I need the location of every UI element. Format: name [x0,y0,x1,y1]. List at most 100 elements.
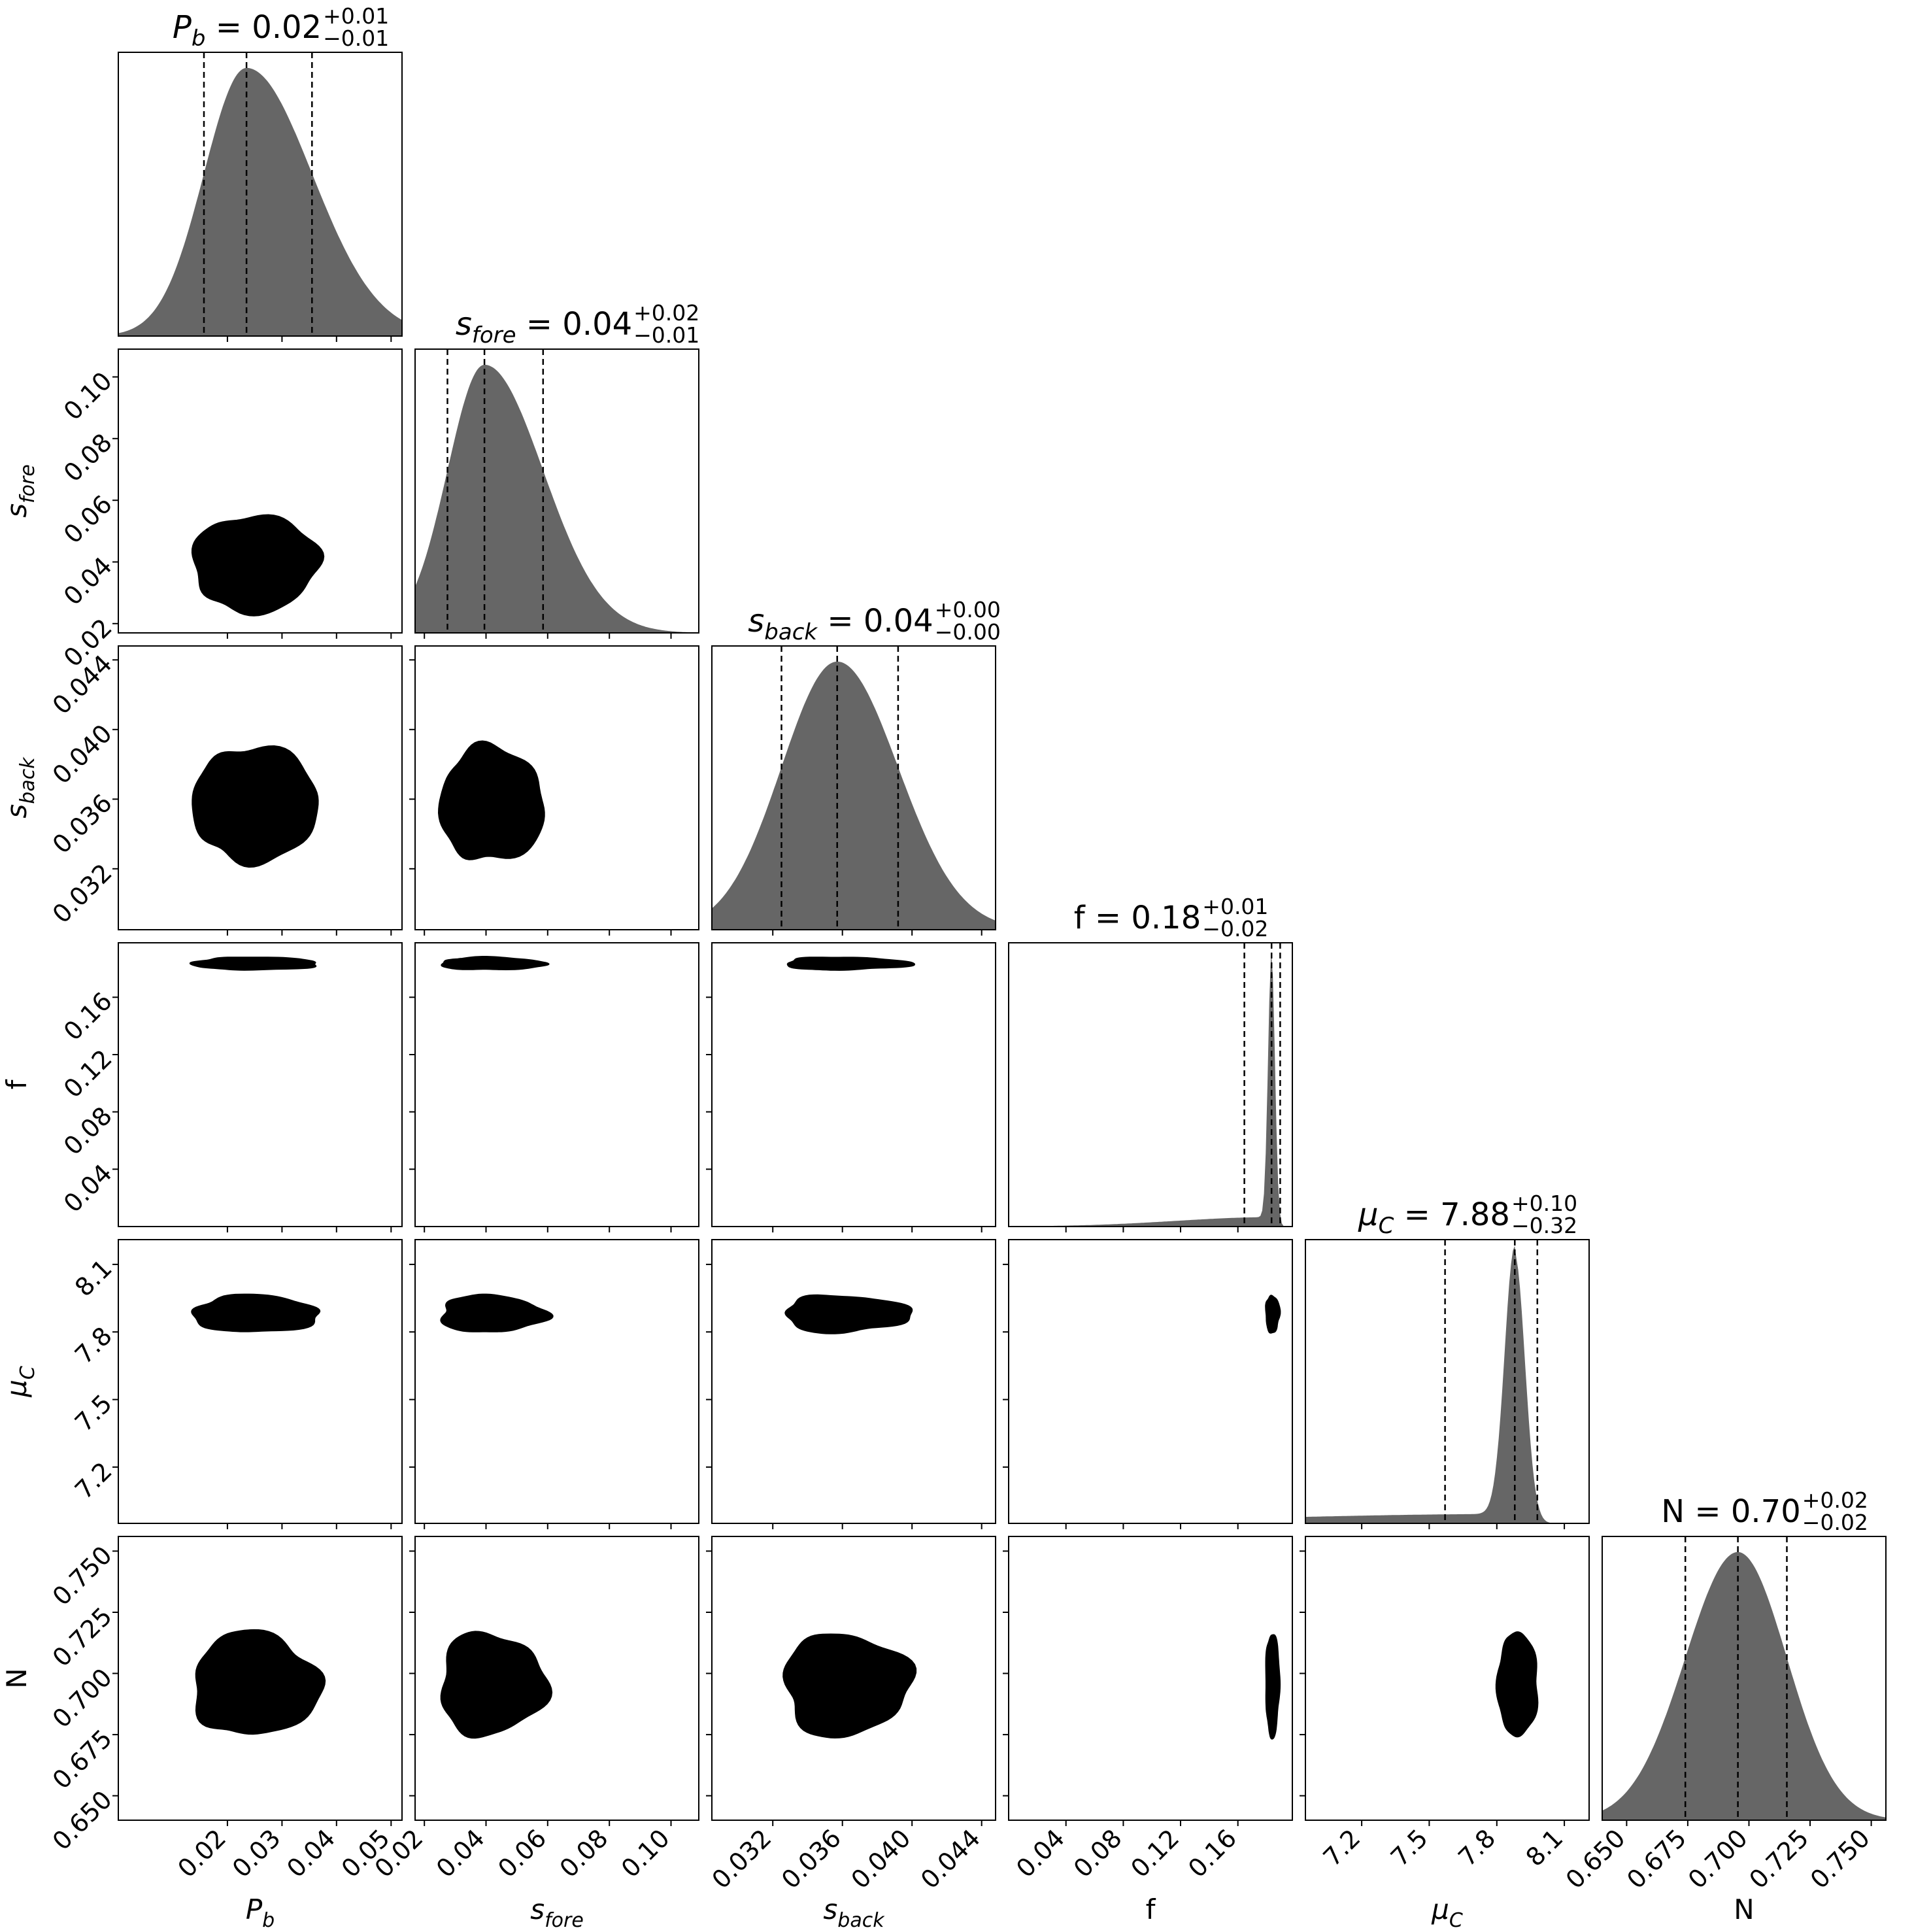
x-tick-label: 0.12 [1125,1823,1184,1883]
title-sfore: sfore = 0.04 [456,306,632,348]
title-plus-sfore: +0.02 [633,300,699,326]
y-tick-label: 0.040 [47,719,118,790]
x-tick-label: 0.04 [281,1823,341,1883]
x-axis-label-sfore: sfore [530,1893,584,1932]
contour-level-4-sback-N [782,1633,917,1739]
panel-hist-f: f = 0.18 +0.01−0.02 [1008,894,1293,1232]
contour-level-4-muC-N [1495,1631,1539,1738]
x-tick-label: 0.03 [227,1823,286,1883]
y-axis-label-f: f [1,1079,33,1089]
hist-sfore [415,364,699,633]
x-tick-label: 7.2 [1318,1823,1366,1872]
y-tick-label: 0.16 [58,987,118,1046]
y-tick-label: 0.036 [47,788,118,859]
panel-frame [414,1536,699,1821]
contour-level-4-sfore-f [441,956,550,971]
hist-sback [712,661,996,930]
panel-frame [1305,1536,1590,1821]
panel-sfore-vs-muC [409,1239,699,1529]
y-tick-label: 8.1 [69,1254,118,1302]
y-axis-label-muC: μC [1,1366,39,1398]
x-tick-label: 7.8 [1452,1823,1501,1872]
x-tick-label: 0.08 [554,1823,614,1883]
title-errors-Pb: +0.01−0.01 [323,3,389,51]
contour-level-4-Pb-muC [191,1293,321,1332]
title-minus-muC: −0.32 [1511,1213,1577,1238]
title-muC: μC = 7.88 [1358,1196,1510,1239]
y-axis-label-N: N [1,1668,33,1688]
contour-level-4-sfore-muC [440,1293,554,1332]
panel-sfore-vs-sback [409,645,699,936]
title-f: f = 0.18 [1074,900,1201,936]
x-tick-label: 0.02 [172,1823,231,1883]
title-sback: sback = 0.04 [748,603,933,645]
x-tick-label: 0.04 [1011,1823,1070,1883]
y-tick-label: 0.08 [58,428,118,488]
y-tick-label: 0.700 [47,1663,118,1733]
x-tick-label: 0.036 [776,1823,847,1894]
panel-muC-vs-N: 7.2 7.5 7.8 8.1 [1300,1536,1590,1872]
panel-sback-vs-muC [706,1239,996,1529]
x-tick-label: 0.10 [616,1823,675,1883]
x-axis-label-muC: μC [1431,1893,1463,1932]
title-plus-sback: +0.00 [935,597,1001,622]
panel-frame [1008,1536,1293,1821]
contour-level-4-sfore-N [440,1631,553,1739]
hist-f [1009,951,1292,1227]
x-tick-label: 0.675 [1621,1823,1692,1894]
panel-hist-muC: μC = 7.88 +0.10−0.32 [1305,1191,1590,1529]
x-tick-label: 0.16 [1183,1823,1242,1883]
panel-sfore-vs-f [409,942,699,1232]
x-tick-label: 8.1 [1520,1823,1569,1872]
x-axis-label-sback: sback [823,1893,885,1932]
panel-frame [118,1239,403,1524]
panel-hist-N: N = 0.70 +0.02−0.02 0.6500.6750.7000.7250.… [1560,1487,1887,1894]
panel-frame [414,1239,699,1524]
x-tick-label: 7.5 [1385,1823,1434,1872]
panel-f-vs-N: 0.040.080.120.16 [1003,1536,1293,1883]
title-plus-f: +0.01 [1202,894,1268,919]
title-N: N = 0.70 [1661,1493,1801,1530]
y-tick-label: 0.06 [58,490,118,549]
y-tick-label: 0.04 [58,551,118,611]
x-tick-label: 0.650 [1560,1823,1631,1894]
y-tick-label: 0.725 [47,1602,118,1672]
panel-frame [1305,1239,1590,1524]
contour-level-4-Pb-N [195,1629,326,1735]
y-tick-label: 7.5 [69,1389,118,1437]
panel-frame [711,1536,996,1821]
hist-muC [1305,1246,1589,1523]
panel-Pb-vs-sfore: 0.020.040.060.080.10 [58,348,403,672]
panel-hist-sfore: sfore = 0.04 +0.02−0.01 [414,300,699,639]
panel-Pb-vs-f: 0.040.080.120.16 [58,942,403,1232]
panel-frame [1008,942,1293,1227]
title-errors-N: +0.02−0.02 [1802,1487,1868,1535]
panel-hist-Pb: Pb = 0.02 +0.01−0.01 [118,3,403,342]
y-tick-label: 0.08 [58,1101,118,1161]
title-minus-N: −0.02 [1802,1510,1868,1535]
panel-frame [1008,1239,1293,1524]
panel-Pb-vs-muC: 7.2 7.5 7.8 8.1 [69,1239,403,1529]
x-tick-label: 0.750 [1805,1823,1875,1894]
panel-frame [414,348,699,634]
title-minus-f: −0.02 [1202,916,1268,941]
title-errors-sback: +0.00−0.00 [935,597,1001,645]
x-tick-label: 0.04 [431,1823,490,1883]
panel-frame [711,645,996,930]
y-tick-label: 0.675 [47,1724,118,1795]
panel-frame [118,645,403,930]
x-tick-label: 0.044 [915,1823,986,1894]
title-Pb: Pb = 0.02 [173,9,322,52]
y-tick-label: 0.750 [47,1540,118,1611]
panel-hist-sback: sback = 0.04 +0.00−0.00 [711,597,1001,936]
contour-level-4-Pb-sback [192,745,319,868]
panel-frame [414,645,699,930]
panel-f-vs-muC [1003,1239,1293,1529]
title-errors-muC: +0.10−0.32 [1511,1191,1577,1238]
x-tick-label: 0.700 [1683,1823,1753,1894]
panel-sfore-vs-N: 0.02 0.04 0.06 0.08 0.10 [369,1536,699,1883]
y-tick-label: 0.032 [47,858,118,929]
x-tick-label: 0.08 [1068,1823,1128,1883]
x-tick-label: 0.032 [707,1823,777,1894]
y-tick-label: 7.2 [69,1457,118,1505]
